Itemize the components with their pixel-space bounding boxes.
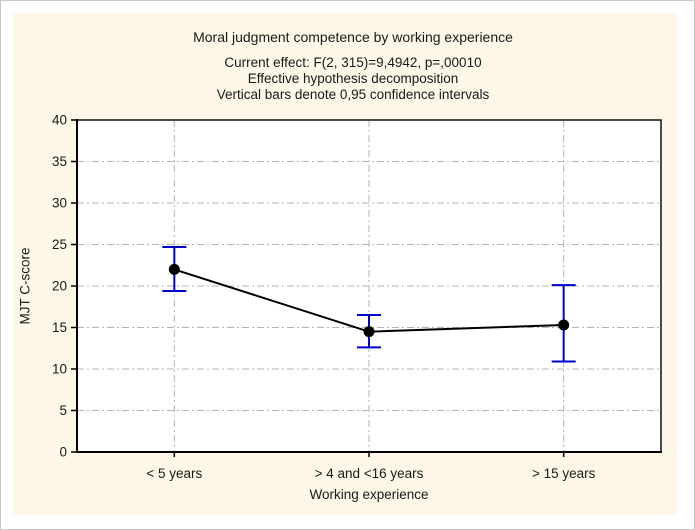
x-axis-title: Working experience	[309, 487, 429, 502]
chart-subtitle-effect: Current effect: F(2, 315)=9,4942, p=,000…	[224, 55, 482, 70]
y-axis-tick-label: 0	[59, 445, 67, 460]
y-axis-tick-label: 10	[52, 362, 67, 377]
x-category-label: > 4 and <16 years	[315, 466, 424, 481]
y-axis-tick-label: 5	[59, 403, 67, 418]
chart-title: Moral judgment competence by working exp…	[193, 29, 513, 45]
y-axis-tick-label: 40	[52, 113, 67, 128]
data-point-marker	[558, 319, 570, 331]
data-point-marker	[168, 263, 180, 275]
y-axis-tick-label: 25	[52, 237, 67, 252]
y-axis-tick-label: 20	[52, 279, 67, 294]
chart-subtitle-decomposition: Effective hypothesis decomposition	[247, 71, 459, 86]
chart-subtitle-ci-note: Vertical bars denote 0,95 confidence int…	[216, 87, 490, 102]
y-axis-tick-label: 15	[52, 320, 67, 335]
y-axis-tick-label: 30	[52, 196, 67, 211]
chart-header: Moral judgment competence by working exp…	[61, 29, 645, 103]
data-point-marker	[363, 326, 375, 338]
y-axis-tick-label: 35	[52, 154, 67, 169]
y-axis-title: MJT C-score	[17, 247, 33, 325]
x-category-label: < 5 years	[146, 466, 202, 481]
x-category-label: > 15 years	[532, 466, 596, 481]
